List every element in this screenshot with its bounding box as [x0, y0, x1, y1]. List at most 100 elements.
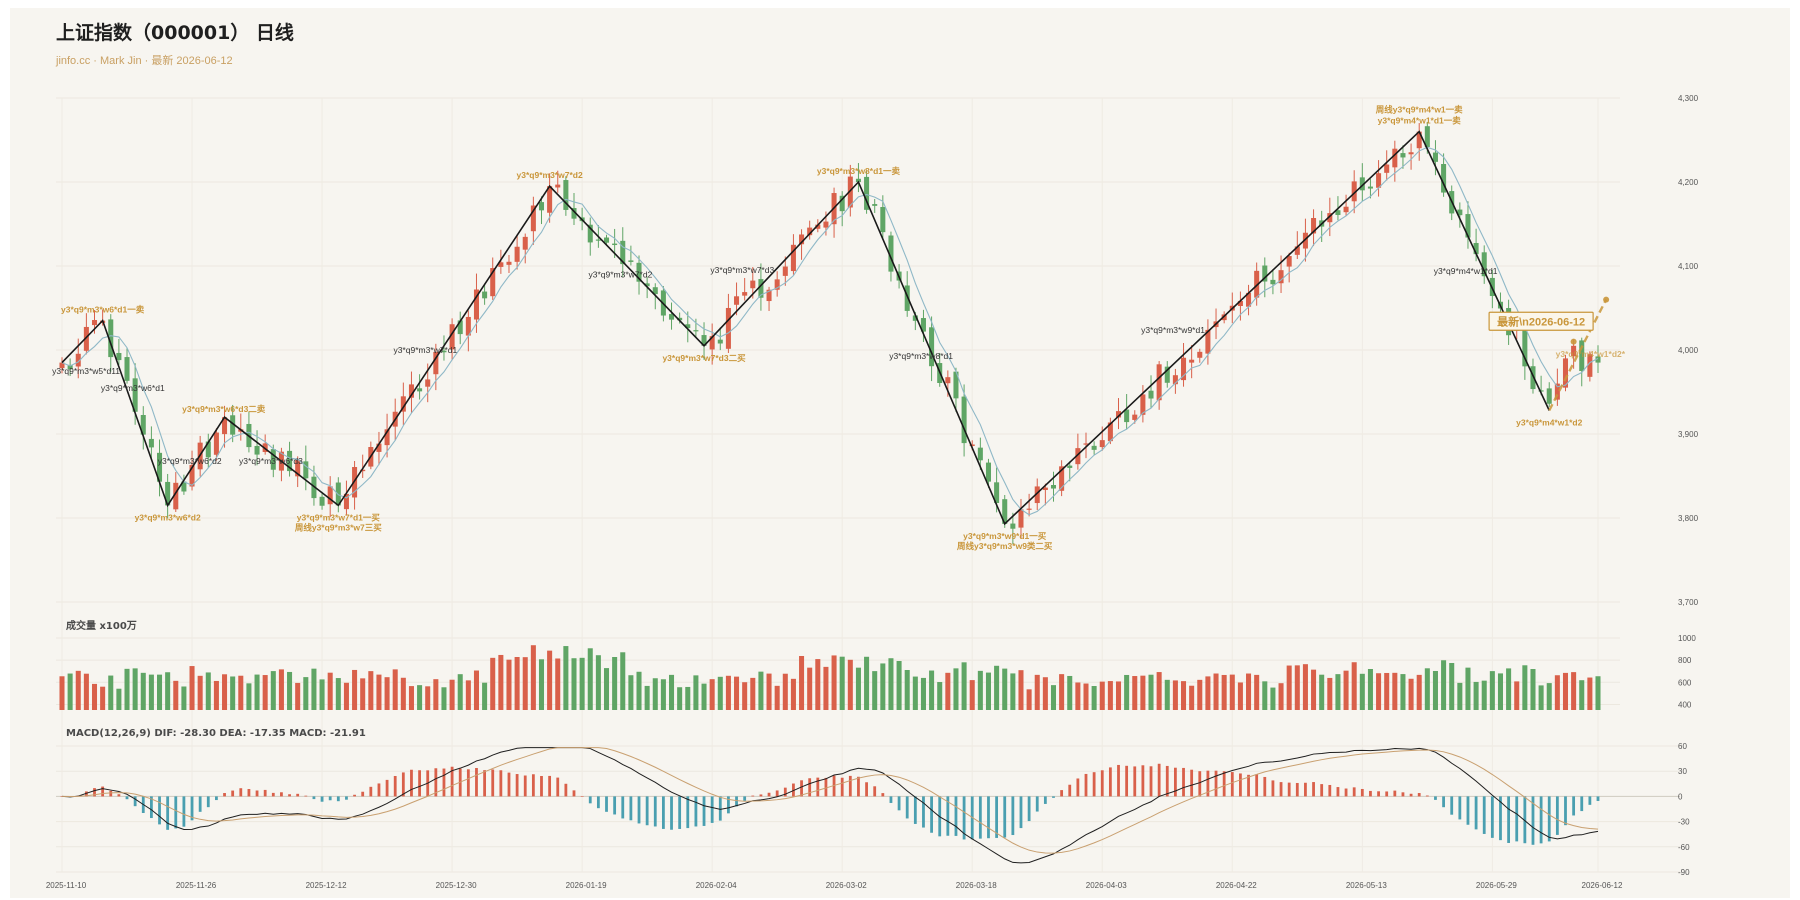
candle-body: [547, 186, 553, 213]
volume-bar: [1449, 662, 1455, 710]
candle-body: [693, 330, 699, 332]
macd-histogram-bar: [1555, 796, 1559, 835]
candle-body: [376, 443, 382, 452]
volume-bar: [742, 682, 748, 710]
macd-histogram-bar: [922, 796, 925, 828]
latest-date-callout: 最新\n2026-06-12: [1488, 311, 1594, 331]
candle-body: [734, 296, 740, 305]
volume-bar: [563, 646, 569, 710]
candle-body: [522, 236, 528, 250]
volume-bar: [734, 676, 740, 710]
volume-bar: [1278, 683, 1284, 710]
candle-body: [538, 202, 545, 211]
volume-bar: [1408, 678, 1414, 710]
macd-histogram-bar: [1230, 772, 1234, 797]
macd-histogram-bar: [1458, 796, 1462, 820]
candle-body: [807, 227, 813, 236]
candle-body: [287, 450, 293, 472]
volume-bar: [124, 668, 130, 710]
macd-histogram-bar: [1547, 796, 1551, 842]
macd-histogram-bar: [1035, 796, 1039, 812]
volume-bar: [1497, 673, 1503, 710]
macd-histogram-bar: [645, 796, 649, 826]
candle-body: [384, 429, 390, 446]
volume-bar: [1107, 681, 1113, 710]
volume-bar: [83, 673, 89, 710]
annotation-label: y3*q9*m3*w9*d1: [1141, 325, 1205, 335]
macd-histogram-bar: [1474, 796, 1478, 830]
x-tick-label: 2026-02-04: [696, 881, 737, 890]
candle-body: [1148, 390, 1154, 399]
candle-body: [953, 371, 959, 399]
volume-bar: [490, 657, 496, 710]
macd-histogram-bar: [678, 796, 682, 829]
macd-histogram-bar: [1401, 792, 1405, 797]
volume-bar: [384, 677, 390, 710]
macd-histogram-bar: [271, 792, 275, 797]
macd-panel: [60, 747, 1600, 864]
macd-histogram-bar: [1141, 765, 1145, 797]
volume-bar: [912, 676, 918, 710]
macd-histogram-bar: [1084, 773, 1088, 797]
macd-histogram-bar: [515, 774, 519, 797]
macd-histogram-bar: [1125, 765, 1129, 797]
macd-tick-label: 30: [1678, 767, 1687, 776]
price-tick-label: 3,900: [1678, 430, 1699, 439]
candle-body: [213, 432, 219, 455]
volume-panel-title: 成交量 x100万: [66, 619, 137, 632]
macd-histogram-bar: [93, 788, 96, 797]
macd-histogram-bar: [540, 776, 543, 797]
volume-bar: [1026, 689, 1032, 710]
volume-bar: [1270, 687, 1276, 710]
macd-histogram-bar: [304, 795, 308, 797]
macd-histogram-bar: [1320, 784, 1324, 797]
candle-body: [1164, 366, 1170, 383]
candle-body: [872, 204, 878, 206]
candle-body: [595, 239, 601, 241]
volume-bar: [213, 680, 219, 710]
volume-bar: [725, 675, 731, 710]
macd-histogram-bar: [149, 796, 153, 819]
candle-body: [319, 496, 325, 506]
price-tick-label: 4,300: [1678, 94, 1699, 103]
candle-body: [587, 224, 593, 243]
macd-histogram-bar: [1117, 764, 1120, 797]
volume-bar: [441, 687, 447, 710]
volume-bar: [636, 671, 642, 710]
volume-bar: [677, 687, 683, 710]
macd-histogram-bar: [824, 777, 828, 797]
volume-bar: [1075, 682, 1081, 710]
macd-histogram-bar: [507, 772, 511, 797]
annotation-label: y3*q9*m3*w6*d1: [101, 383, 165, 393]
candle-body: [1205, 329, 1211, 354]
candle-body: [1286, 256, 1292, 267]
volume-bar: [620, 652, 626, 710]
candle-body: [400, 396, 406, 412]
macd-histogram-bar: [1295, 782, 1299, 797]
candle-body: [181, 481, 187, 492]
macd-histogram-bar: [166, 796, 170, 830]
annotation-label: y3*q9*m3*w8*d1一卖: [817, 166, 901, 176]
volume-bar: [303, 677, 309, 710]
volume-bar: [977, 670, 983, 710]
macd-histogram-bar: [1076, 778, 1080, 797]
volume-bar: [847, 659, 853, 710]
volume-bar: [782, 673, 788, 710]
macd-histogram-bar: [1596, 796, 1600, 801]
macd-histogram-bar: [1580, 796, 1584, 812]
macd-histogram-bar: [686, 796, 690, 829]
x-tick-label: 2026-03-02: [826, 881, 867, 890]
macd-histogram-bar: [1043, 796, 1047, 804]
volume-bar: [222, 674, 228, 710]
macd-histogram-bar: [377, 783, 381, 797]
macd-histogram-bar: [978, 796, 982, 839]
volume-bar: [1172, 680, 1178, 710]
candle-body: [1554, 383, 1560, 400]
volume-bar: [685, 686, 691, 710]
macd-histogram-bar: [1572, 796, 1576, 816]
macd-histogram-bar: [312, 796, 316, 800]
macd-histogram-bar: [1068, 784, 1072, 797]
volume-bar: [961, 662, 967, 710]
volume-panel: [59, 645, 1601, 710]
macd-histogram-bar: [1198, 771, 1202, 797]
